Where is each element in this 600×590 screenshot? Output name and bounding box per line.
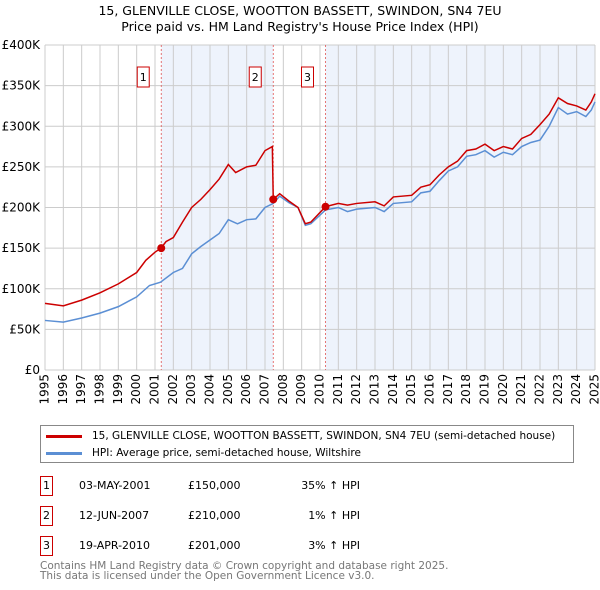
x-tick-label: 2014 [386, 374, 400, 405]
x-tick-label: 2012 [349, 374, 363, 405]
x-tick-label: 1997 [74, 374, 88, 405]
sale-point [269, 195, 278, 204]
x-tick-label: 2004 [203, 374, 217, 405]
x-tick-label: 1998 [93, 374, 107, 405]
x-tick-label: 2003 [184, 374, 198, 405]
y-tick-label: £100K [2, 282, 42, 296]
x-tick-label: 2000 [129, 374, 143, 405]
legend: 15, GLENVILLE CLOSE, WOOTTON BASSETT, SW… [40, 425, 574, 463]
x-tick-label: 2009 [294, 374, 308, 405]
sale-price: £201,000 [188, 539, 241, 552]
x-tick-label: 1995 [38, 374, 52, 405]
x-tick-label: 2015 [404, 374, 418, 405]
y-tick-label: £250K [2, 160, 42, 174]
sale-marker-label: 3 [40, 536, 53, 556]
sale-date: 19-APR-2010 [79, 539, 151, 552]
sale-marker-box [301, 66, 314, 88]
sale-row: 3 19-APR-2010 £201,000 3% ↑ HPI [40, 536, 440, 556]
x-tick-label: 2016 [423, 374, 437, 405]
footer-line-1: Contains HM Land Registry data © Crown c… [40, 560, 449, 572]
footer-line-2: This data is licensed under the Open Gov… [40, 570, 375, 582]
legend-label-property: 15, GLENVILLE CLOSE, WOOTTON BASSETT, SW… [92, 430, 556, 442]
sale-point [157, 244, 166, 253]
x-tick-label: 2021 [514, 374, 528, 405]
x-tick-label: 2017 [441, 374, 455, 405]
y-tick-label: £300K [2, 119, 42, 133]
x-tick-label: 2008 [276, 374, 290, 405]
y-tick-label: £400K [2, 38, 42, 52]
price-chart: 1995 1996 1997 1998 1999 2000 2001 2002 2003 2004… [2, 38, 600, 405]
sale-date: 03-MAY-2001 [79, 479, 151, 492]
x-tick-label: 2002 [166, 374, 180, 405]
sale-marker-label: 2 [252, 71, 259, 84]
legend-label-hpi: HPI: Average price, semi-detached house,… [92, 447, 361, 459]
x-tick-label: 2011 [331, 374, 345, 405]
sale-date: 12-JUN-2007 [79, 509, 150, 522]
x-tick-label: 2010 [313, 374, 327, 405]
sale-price: £150,000 [188, 479, 241, 492]
chart-subtitle: Price paid vs. HM Land Registry's House … [121, 19, 479, 34]
x-tick-label: 2018 [459, 374, 473, 405]
y-tick-label: £50K [9, 322, 41, 336]
x-tick-label: 2024 [569, 374, 583, 405]
x-tick-label: 2005 [221, 374, 235, 405]
x-tick-label: 2007 [258, 374, 272, 405]
sale-marker-label: 3 [304, 71, 311, 84]
x-tick-label: 2025 [588, 374, 600, 405]
sale-hpi: 35% ↑ HPI [301, 479, 360, 492]
x-tick-label: 2022 [533, 374, 547, 405]
sale-marker-label: 2 [40, 506, 53, 526]
sale-marker-box [248, 66, 262, 88]
sale-hpi: 1% ↑ HPI [308, 509, 360, 522]
sale-point [321, 202, 330, 211]
y-tick-label: £0 [25, 363, 40, 377]
y-tick-label: £350K [2, 79, 42, 93]
x-tick-label: 2006 [239, 374, 253, 405]
legend-swatch-property [46, 434, 82, 438]
y-tick-label: £150K [2, 241, 42, 255]
footer: Contains HM Land Registry data © Crown c… [40, 560, 449, 582]
x-tick-label: 1996 [56, 374, 70, 405]
x-tick-label: 2001 [148, 374, 162, 405]
hpi-line [44, 101, 596, 323]
x-tick-label: 2013 [368, 374, 382, 405]
sale-price: £210,000 [188, 509, 241, 522]
chart-title: 15, GLENVILLE CLOSE, WOOTTON BASSETT, SW… [98, 3, 502, 18]
x-tick-label: 2019 [478, 374, 492, 405]
sale-marker-label: 1 [40, 476, 53, 496]
x-tick-label: 2020 [496, 374, 510, 405]
x-tick-label: 2023 [551, 374, 565, 405]
legend-swatch-hpi [46, 451, 82, 455]
x-tick-label: 1999 [111, 374, 125, 405]
sale-row: 2 12-JUN-2007 £210,000 1% ↑ HPI [40, 506, 440, 526]
sale-row: 1 03-MAY-2001 £150,000 35% ↑ HPI [40, 476, 440, 496]
y-tick-label: £200K [2, 201, 42, 215]
sale-marker-label: 1 [140, 71, 147, 84]
sale-marker-box [136, 66, 150, 88]
sale-hpi: 3% ↑ HPI [308, 539, 360, 552]
